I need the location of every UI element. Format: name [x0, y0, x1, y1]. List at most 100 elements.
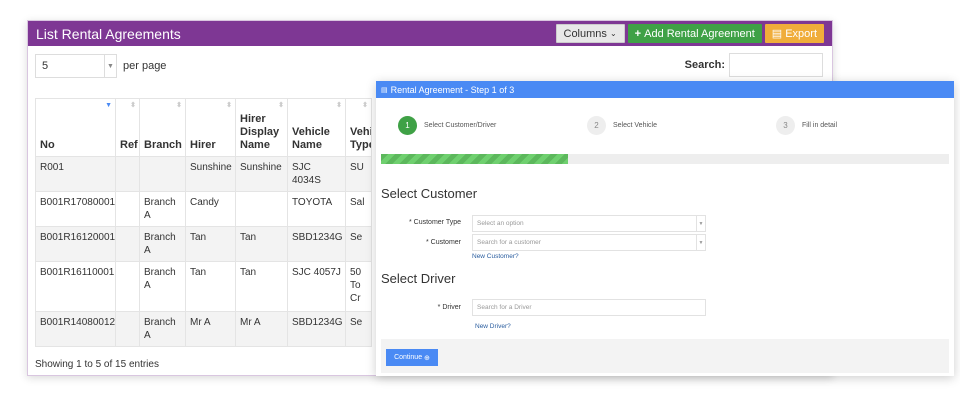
- modal-footer: Continue ⊕: [381, 339, 949, 373]
- plus-icon: +: [634, 27, 642, 40]
- customer-type-placeholder: Select an option: [477, 220, 524, 227]
- table-cell: [115, 226, 140, 262]
- table-row[interactable]: R001 Sunshine Sunshine SJC 4034S SU: [35, 156, 372, 192]
- new-driver-link[interactable]: New Driver?: [475, 323, 511, 330]
- per-page-label: per page: [123, 60, 167, 72]
- caret-down-icon: ▼: [696, 235, 705, 250]
- table-cell: Se: [345, 311, 372, 347]
- step-1[interactable]: 1 Select Customer/Driver: [398, 116, 496, 135]
- table-cell: [115, 261, 140, 312]
- table-cell: Mr A: [185, 311, 236, 347]
- add-rental-agreement-button[interactable]: + Add Rental Agreement: [627, 24, 762, 43]
- columns-label: Columns: [563, 27, 607, 40]
- header-label: No: [40, 139, 55, 151]
- table-row[interactable]: B001R16110001 Branch A Tan Tan SJC 4057J 50 T…: [35, 261, 372, 312]
- sort-icon: ⬍: [362, 102, 368, 109]
- table-cell: R001: [35, 156, 116, 192]
- column-header[interactable]: Hirer ⬍: [185, 98, 236, 157]
- table-row[interactable]: B001R16120001 Branch A Tan Tan SBD1234G Se: [35, 226, 372, 262]
- header-label: Branch: [144, 139, 182, 151]
- file-icon: ▤: [771, 28, 783, 40]
- table-cell: Tan: [235, 226, 288, 262]
- table-row[interactable]: B001R17080001 Branch A Candy TOYOTA Sal: [35, 191, 372, 227]
- step-2[interactable]: 2 Select Vehicle: [587, 116, 657, 135]
- table-cell: B001R16120001: [35, 226, 116, 262]
- sort-icon: ⬍: [176, 102, 182, 109]
- panel-header: List Rental Agreements Columns ⌄ + Add Re…: [28, 21, 832, 46]
- customer-placeholder: Search for a customer: [477, 239, 541, 246]
- per-page-value: 5: [42, 60, 49, 72]
- search-input[interactable]: [729, 53, 823, 77]
- table-row[interactable]: B001R14080012 Branch A Mr A Mr A SBD1234G Se: [35, 311, 372, 347]
- column-header[interactable]: Vehicle Name ⬍: [287, 98, 346, 157]
- table-cell: SJC 4057J: [287, 261, 346, 312]
- step-label: Select Customer/Driver: [424, 122, 497, 129]
- driver-input[interactable]: Search for a Driver: [472, 299, 706, 316]
- table-cell: SU: [345, 156, 372, 192]
- table-cell: [115, 311, 140, 347]
- column-header[interactable]: Branch ⬍: [139, 98, 186, 157]
- continue-button[interactable]: Continue ⊕: [386, 349, 438, 366]
- customer-type-select[interactable]: Select an option ▼: [472, 215, 706, 232]
- table-cell: Se: [345, 226, 372, 262]
- continue-label: Continue: [394, 354, 423, 361]
- table-cell: Branch A: [139, 261, 186, 312]
- header-label: Vehicle Type: [350, 126, 371, 151]
- driver-placeholder: Search for a Driver: [477, 304, 532, 311]
- export-button[interactable]: ▤ Export: [764, 24, 824, 43]
- table-cell: Branch A: [139, 226, 186, 262]
- sort-icon: ⬍: [278, 102, 284, 109]
- modal-title: Rental Agreement - Step 1 of 3: [390, 84, 515, 95]
- customer-label: * Customer: [425, 239, 461, 246]
- header-label: Hirer: [190, 139, 216, 151]
- table-cell: Branch A: [139, 191, 186, 227]
- table-cell: SBD1234G: [287, 226, 346, 262]
- rental-agreement-wizard: ▤ Rental Agreement - Step 1 of 3 1 Select …: [376, 81, 954, 376]
- table-cell: [235, 191, 288, 227]
- agreements-table: No ▼ Ref ⬍ Branch ⬍ Hirer ⬍ Hirer Display Name ⬍ V…: [35, 98, 372, 347]
- column-header[interactable]: No ▼: [35, 98, 116, 157]
- table-cell: Branch A: [139, 311, 186, 347]
- table-cell: 50 To Cr: [345, 261, 372, 312]
- table-cell: [115, 156, 140, 192]
- table-cell: Tan: [185, 261, 236, 312]
- header-label: Vehicle Name: [292, 126, 330, 151]
- step-number: 3: [776, 116, 795, 135]
- modal-header: ▤ Rental Agreement - Step 1 of 3: [376, 81, 954, 98]
- chevron-down-icon: ⌄: [609, 29, 617, 38]
- header-label: Hirer Display Name: [240, 113, 280, 151]
- wizard-progress-bar: [381, 154, 949, 164]
- sort-icon: ⬍: [130, 102, 136, 109]
- table-cell: [139, 156, 186, 192]
- columns-button[interactable]: Columns ⌄: [555, 24, 625, 43]
- step-label: Fill in detail: [802, 122, 838, 129]
- customer-select[interactable]: Search for a customer ▼: [472, 234, 706, 251]
- column-header[interactable]: Hirer Display Name ⬍: [235, 98, 288, 157]
- sort-icon: ⬍: [226, 102, 232, 109]
- table-cell: B001R16110001: [35, 261, 116, 312]
- step-number: 1: [398, 116, 417, 135]
- table-cell: Tan: [185, 226, 236, 262]
- page-title: List Rental Agreements: [36, 25, 181, 42]
- entries-info: Showing 1 to 5 of 15 entries: [35, 359, 159, 370]
- caret-down-icon: ▼: [104, 55, 116, 77]
- table-cell: Sal: [345, 191, 372, 227]
- table-cell: B001R17080001: [35, 191, 116, 227]
- column-header[interactable]: Vehicle Type ⬍: [345, 98, 372, 157]
- add-label: Add Rental Agreement: [644, 27, 755, 40]
- table-cell: Mr A: [235, 311, 288, 347]
- table-cell: Tan: [235, 261, 288, 312]
- new-customer-link[interactable]: New Customer?: [472, 253, 519, 260]
- select-driver-heading: Select Driver: [381, 271, 456, 286]
- sort-icon: ▼: [105, 102, 112, 109]
- step-label: Select Vehicle: [613, 122, 657, 129]
- column-header[interactable]: Ref ⬍: [115, 98, 140, 157]
- per-page-select[interactable]: 5 ▼: [35, 54, 117, 78]
- table-cell: [115, 191, 140, 227]
- step-3[interactable]: 3 Fill in detail: [776, 116, 837, 135]
- step-number: 2: [587, 116, 606, 135]
- caret-down-icon: ▼: [696, 216, 705, 231]
- header-label: Ref: [120, 139, 138, 151]
- export-label: Export: [785, 27, 817, 40]
- sort-icon: ⬍: [336, 102, 342, 109]
